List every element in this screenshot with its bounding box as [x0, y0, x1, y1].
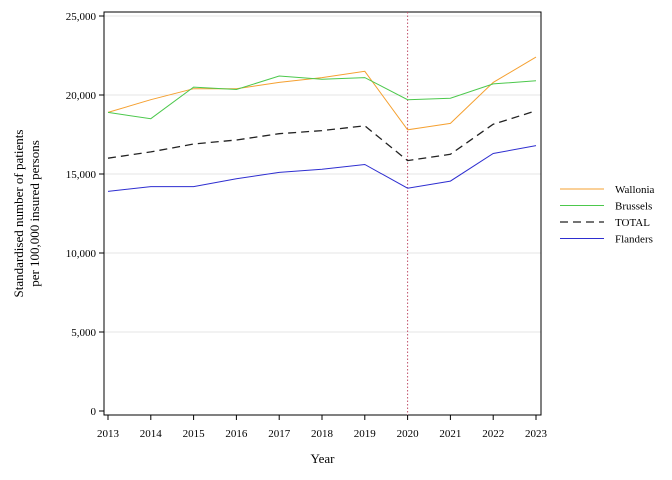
y-tick-label-1: 5,000: [71, 327, 96, 339]
series-line-brussels: [107, 75, 537, 120]
x-tick-label-1: 2014: [140, 428, 163, 440]
x-tick-label-6: 2019: [354, 428, 377, 440]
y-axis-title-line-2: per 100,000 insured persons: [27, 140, 42, 287]
legend-label-total: TOTAL: [615, 217, 650, 229]
y-axis-title-line-1: Standardised number of patients: [11, 130, 26, 298]
legend-label-brussels: Brussels: [615, 201, 652, 213]
legend: Wallonia Brussels TOTAL Flanders: [560, 184, 655, 246]
y-tick-label-4: 20,000: [66, 90, 97, 102]
y-axis: 0 5,000 10,000 15,000 20,000 25,000: [66, 11, 104, 418]
y-axis-title: Standardised number of patients per 100,…: [11, 130, 42, 298]
x-tick-label-5: 2018: [311, 428, 334, 440]
x-tick-label-10: 2023: [525, 428, 548, 440]
y-tick-label-5: 25,000: [66, 11, 97, 23]
x-tick-label-7: 2020: [397, 428, 420, 440]
legend-label-wallonia: Wallonia: [615, 184, 655, 196]
x-tick-label-9: 2022: [482, 428, 504, 440]
series-line-total: [107, 110, 537, 162]
plot-area: [103, 11, 542, 416]
x-tick-label-3: 2016: [225, 428, 248, 440]
y-tick-label-2: 10,000: [66, 248, 97, 260]
series-lines: [107, 56, 537, 192]
series-line-flanders: [107, 145, 537, 192]
series-line-wallonia: [107, 56, 537, 131]
x-axis: 2013 2014 2015 2016 2017 2018 2019 2020 2021 2022…: [97, 415, 548, 440]
y-tick-label-0: 0: [91, 406, 97, 418]
x-tick-label-4: 2017: [268, 428, 291, 440]
x-tick-label-0: 2013: [97, 428, 120, 440]
legend-label-flanders: Flanders: [615, 234, 653, 246]
x-tick-label-8: 2021: [439, 428, 461, 440]
x-tick-label-2: 2015: [183, 428, 206, 440]
gridlines: [104, 15, 541, 333]
x-axis-title: Year: [311, 451, 336, 466]
y-tick-label-3: 15,000: [66, 169, 97, 181]
